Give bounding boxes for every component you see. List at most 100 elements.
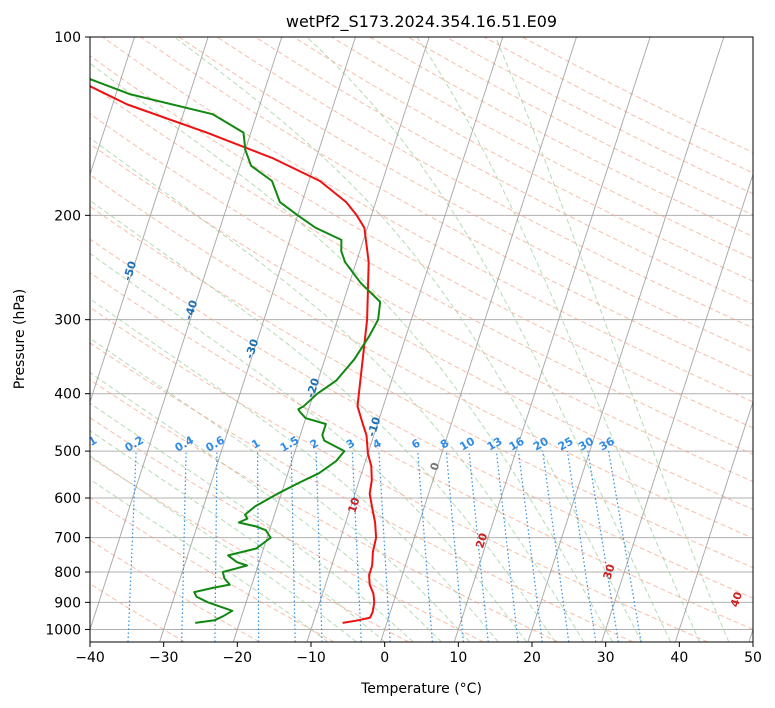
- dry-adiabat: [331, 37, 753, 260]
- y-tick-label: 800: [54, 565, 81, 581]
- isotherms: [0, 37, 753, 642]
- moist-adiabat: [90, 199, 556, 642]
- moist-adiabat: [306, 37, 672, 642]
- chart-title: wetPf2_S173.2024.354.16.51.E09: [286, 12, 557, 32]
- dry-adiabat: [90, 174, 753, 539]
- x-axis-ticks: −40 −30 −20 −10 0 10 20 30 40 50: [75, 642, 762, 666]
- mixing-ratio-label: 3: [344, 437, 357, 452]
- dry-adiabat: [90, 583, 185, 642]
- plot-area: -100-90-80-70-60-50-40-30-20-10010203040…: [0, 37, 753, 642]
- isotherm: [90, 37, 209, 404]
- mixing-ratio-line: [181, 451, 187, 642]
- moist-adiabat: [416, 37, 701, 642]
- dry-adiabat: [90, 539, 260, 642]
- isotherm-label: -40: [182, 298, 201, 321]
- mixing-ratio-lines: [127, 451, 642, 642]
- moist-adiabat: [90, 430, 386, 642]
- mixing-ratio-line: [315, 451, 323, 642]
- isotherm-label: -10: [365, 415, 384, 438]
- dry-adiabat: [140, 37, 753, 378]
- dry-adiabat: [90, 456, 410, 642]
- moist-adiabat: [90, 337, 471, 642]
- mixing-ratio-line: [214, 451, 218, 642]
- x-tick-label: 0: [380, 650, 389, 666]
- mixing-ratio-line: [542, 451, 570, 642]
- moist-adiabat: [90, 252, 527, 642]
- mixing-ratio-line: [495, 451, 519, 642]
- y-tick-label: 1000: [45, 622, 81, 638]
- x-axis-label: Temperature (°C): [360, 681, 482, 697]
- dewpoint-profile-line: [90, 77, 382, 624]
- y-tick-label: 700: [54, 531, 81, 547]
- y-tick-label: 600: [54, 491, 81, 507]
- dry-adiabat: [90, 83, 753, 455]
- moist-adiabat: [90, 371, 442, 642]
- dry-adiabat-label: 10: [345, 496, 362, 515]
- y-tick-label: 200: [54, 208, 81, 224]
- moist-adiabat: [174, 37, 643, 642]
- mixing-ratio-line: [127, 451, 137, 642]
- mixing-ratio-label: 4: [371, 436, 384, 451]
- isotherm: [232, 37, 430, 642]
- y-tick-label: 400: [54, 387, 81, 403]
- mixing-ratio-line: [566, 451, 597, 642]
- isotherm: [527, 37, 725, 642]
- y-axis-label: Pressure (hPa): [12, 289, 28, 389]
- moist-adiabat: [90, 137, 585, 642]
- x-tick-label: 30: [597, 650, 615, 666]
- isotherm: [601, 172, 753, 642]
- moist-adiabat: [90, 62, 614, 642]
- dry-adiabat: [90, 342, 634, 642]
- x-tick-label: 50: [744, 650, 762, 666]
- mixing-ratio-line: [587, 451, 619, 642]
- dry-adiabat: [90, 205, 753, 569]
- isotherm: [159, 37, 356, 642]
- mixing-ratio-line: [445, 451, 465, 642]
- dry-adiabat: [90, 417, 484, 642]
- x-tick-label: −40: [75, 650, 105, 666]
- isotherm: [0, 37, 61, 642]
- dry-adiabat-label: 30: [601, 562, 618, 581]
- moist-adiabat: [90, 478, 329, 642]
- x-tick-label: −10: [296, 650, 326, 666]
- y-tick-label: 300: [54, 313, 81, 329]
- x-tick-label: 10: [449, 650, 467, 666]
- isotherm-label: -30: [243, 337, 262, 360]
- dry-adiabat: [254, 37, 753, 305]
- dry-adiabat: [90, 143, 753, 511]
- dry-adiabat: [90, 113, 753, 483]
- dry-adiabat: [102, 37, 753, 403]
- dry-adiabat: [90, 379, 559, 642]
- dry-adiabat: [178, 37, 753, 353]
- y-tick-label: 100: [54, 30, 81, 46]
- y-axis-ticks: 100 200 300 400 500 600 700 800 900 1000: [45, 30, 90, 638]
- isotherm: [90, 37, 135, 176]
- isotherm-label: -20: [304, 376, 323, 399]
- mixing-ratio-line: [608, 451, 642, 642]
- dry-adiabat: [90, 55, 753, 429]
- y-tick-label: 500: [54, 444, 81, 460]
- dry-adiabat: [90, 306, 708, 642]
- mixing-ratio-line: [517, 451, 543, 642]
- dry-adiabat: [407, 37, 753, 216]
- isotherm-label: -50: [121, 259, 140, 282]
- x-tick-label: −20: [223, 650, 253, 666]
- mixing-ratio-label: 0.1: [76, 434, 99, 455]
- isotherm: [380, 37, 577, 642]
- dry-adiabats: [90, 37, 753, 642]
- moist-adiabat: [90, 402, 414, 642]
- dry-adiabat: [216, 37, 753, 329]
- dry-adiabat: [483, 37, 753, 174]
- dry-adiabat: [90, 238, 753, 599]
- x-tick-label: 20: [523, 650, 541, 666]
- moist-adiabat: [90, 298, 499, 642]
- dry-adiabat: [90, 497, 335, 642]
- mixing-ratio-line: [417, 451, 433, 642]
- x-tick-label: 40: [670, 650, 688, 666]
- x-tick-label: −30: [149, 650, 179, 666]
- plot-frame: [89, 36, 754, 643]
- isotherm: [674, 400, 753, 642]
- isotherm: [90, 37, 283, 632]
- y-tick-label: 900: [54, 595, 81, 611]
